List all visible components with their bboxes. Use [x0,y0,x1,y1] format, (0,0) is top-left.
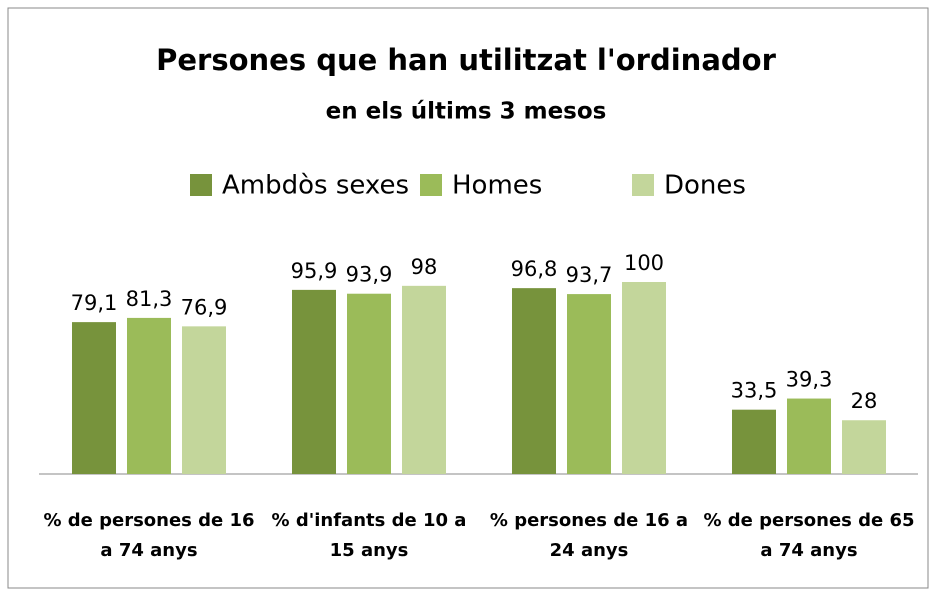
legend-label: Ambdòs sexes [222,171,409,201]
value-label: 79,1 [71,291,118,315]
legend-swatch [190,174,212,196]
value-label: 100 [624,251,664,275]
value-label: 93,9 [346,263,393,287]
bar [842,420,886,474]
legend-swatch [632,174,654,196]
frame [7,7,929,589]
bar [182,326,226,474]
value-label: 33,5 [731,379,778,403]
bar [292,289,336,474]
value-label: 81,3 [126,287,173,311]
value-label: 95,9 [291,259,338,283]
chart-title: Persones que han utilitzat l'ordinador [156,43,776,77]
bar [787,398,831,474]
value-label: 28 [851,389,878,413]
bar [347,293,391,474]
legend-label: Dones [664,171,746,201]
legend-swatch [420,174,442,196]
value-label: 93,7 [566,263,613,287]
bar [72,322,116,474]
bar [732,409,776,474]
bar [512,288,556,474]
value-label: 76,9 [181,295,228,319]
value-label: 98 [411,255,438,279]
x-tick-label: % persones de 16 a 24 anys [489,510,689,561]
bar [127,317,171,474]
bar [402,285,446,474]
bar [567,294,611,474]
x-tick-label: % de persones de 65 a 74 anys [703,510,915,561]
bar [622,282,666,474]
x-tick-label: % de persones de 16 a 74 anys [43,510,255,561]
chart-subtitle: en els últims 3 mesos [326,99,607,125]
x-tick-label: % d'infants de 10 a 15 anys [271,510,467,561]
value-label: 96,8 [511,257,558,281]
legend-label: Homes [452,171,542,201]
value-label: 39,3 [786,368,833,392]
